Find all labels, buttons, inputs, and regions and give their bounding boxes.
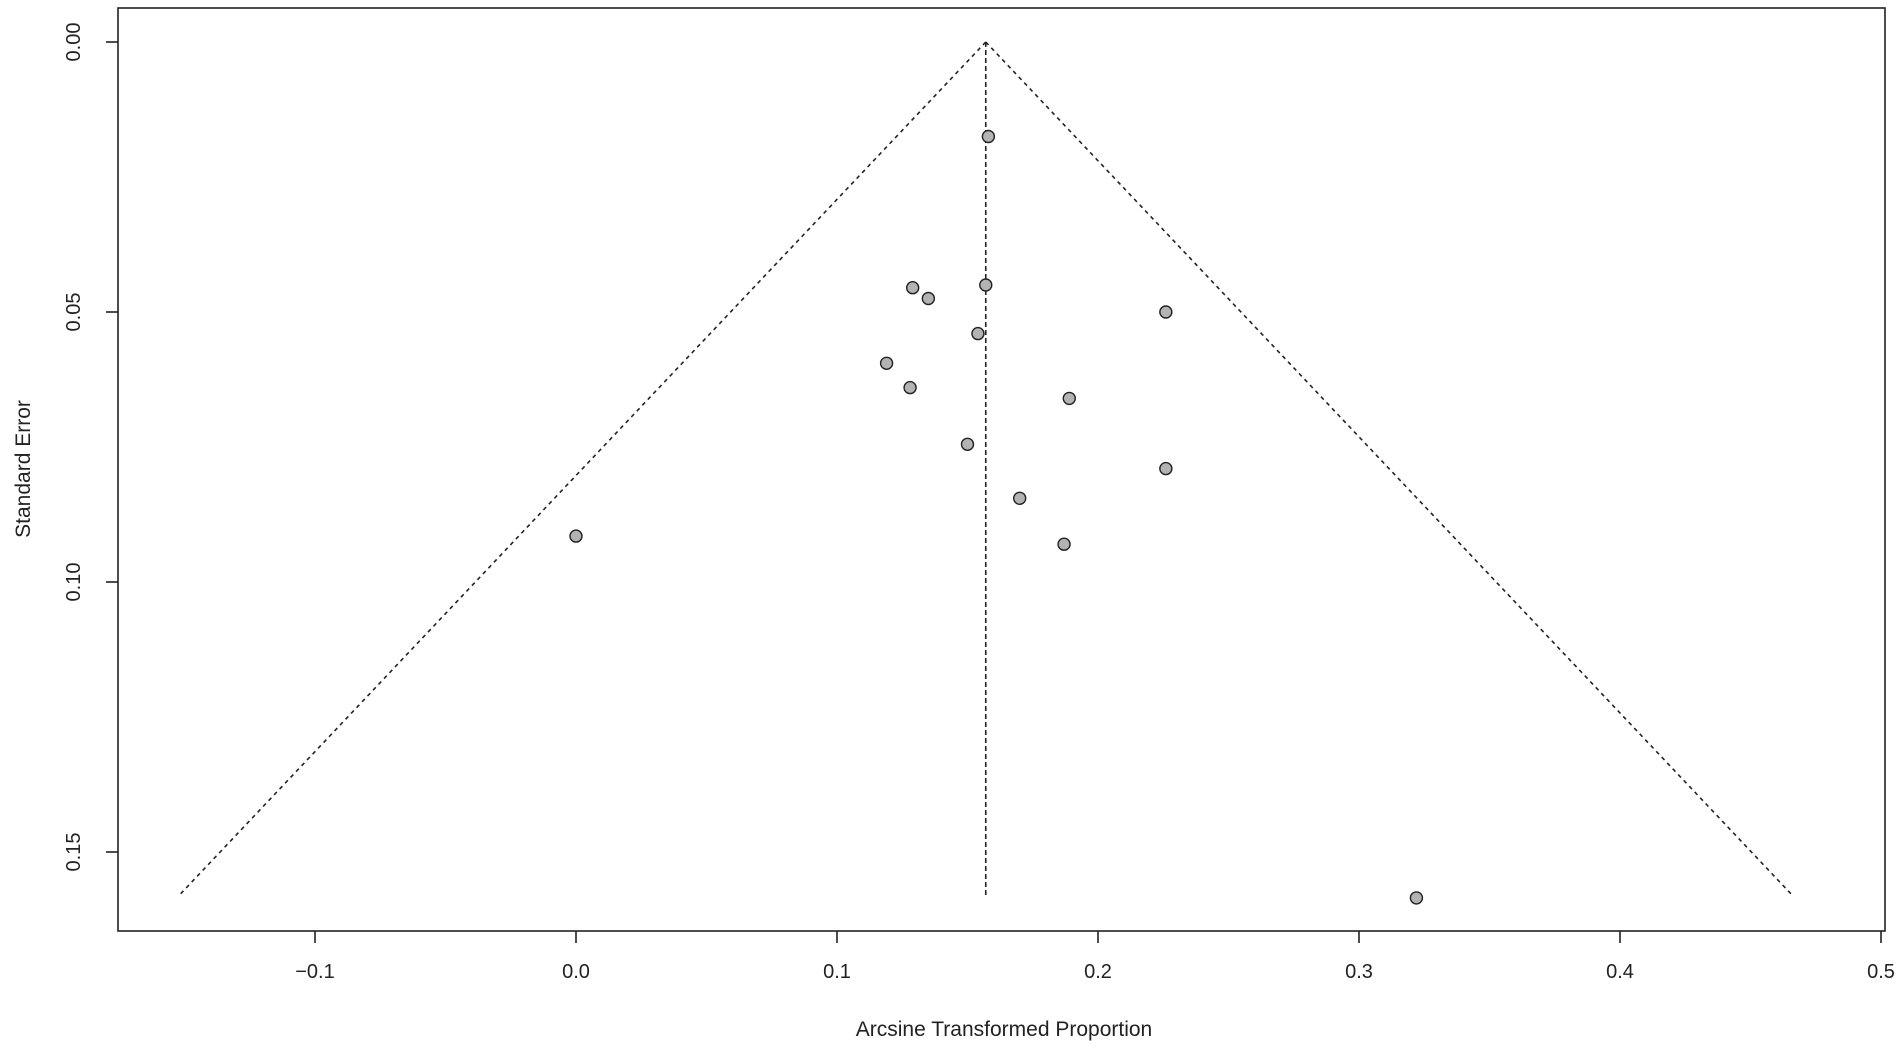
y-tick-label: 0.00 — [63, 23, 85, 62]
x-tick-label: 0.0 — [562, 961, 590, 983]
y-tick-label: 0.15 — [63, 833, 85, 872]
data-point — [960, 437, 975, 451]
data-point — [879, 356, 894, 370]
x-tick-label: 0.4 — [1606, 961, 1634, 983]
data-point — [1159, 461, 1173, 476]
data-point — [1409, 891, 1424, 905]
x-tick-label: 0.2 — [1084, 961, 1112, 983]
data-point — [905, 281, 920, 295]
y-axis: 0.00 0.05 0.10 0.15 — [63, 23, 118, 872]
funnel-left-boundary — [178, 41, 987, 896]
data-point — [1159, 305, 1173, 319]
data-point — [1013, 491, 1027, 505]
x-tick-label: 0.1 — [823, 961, 851, 983]
y-tick-label: 0.10 — [63, 563, 85, 602]
y-axis-title: Standard Error — [12, 400, 35, 538]
data-point — [569, 529, 583, 543]
x-tick-label: 0.5 — [1867, 961, 1895, 983]
funnel-right-boundary — [985, 41, 1793, 896]
x-tick-label: 0.3 — [1345, 961, 1373, 983]
data-points — [569, 129, 1424, 905]
data-point — [979, 278, 993, 292]
data-point — [921, 291, 936, 306]
data-point — [971, 326, 985, 341]
data-point — [903, 380, 917, 395]
data-point — [981, 129, 996, 144]
x-axis: −0.1 0.0 0.1 0.2 0.3 0.4 0.5 — [295, 931, 1895, 983]
x-tick-label: −0.1 — [295, 961, 334, 983]
plot-frame — [117, 7, 1886, 932]
funnel-lines — [178, 41, 1793, 896]
x-axis-title: Arcsine Transformed Proportion — [856, 1018, 1152, 1041]
data-point — [1057, 537, 1071, 551]
y-tick-label: 0.05 — [63, 293, 85, 332]
data-point — [1062, 391, 1076, 406]
